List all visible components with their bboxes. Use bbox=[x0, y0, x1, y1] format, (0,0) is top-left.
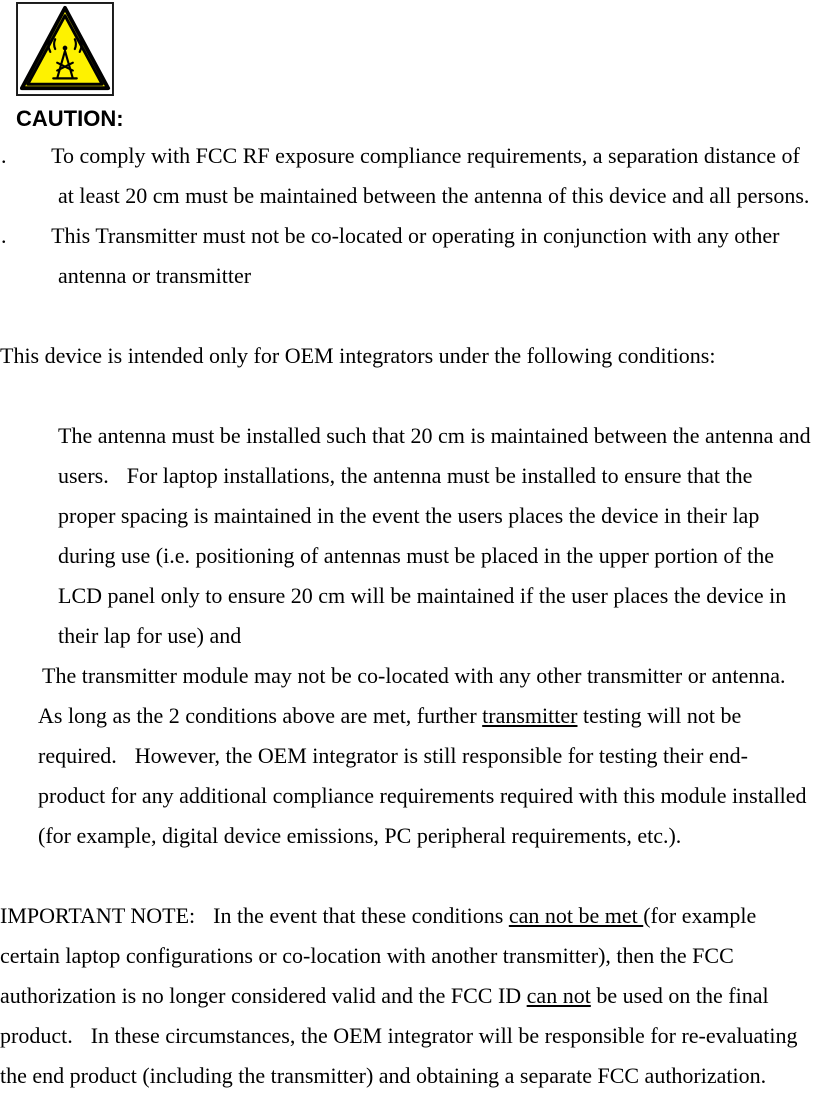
caution-item-1: 1. To comply with FCC RF exposure compli… bbox=[12, 136, 818, 216]
caution-item-text: To comply with FCC RF exposure complianc… bbox=[51, 143, 809, 208]
important-note: IMPORTANT NOTE: In the event that these c… bbox=[0, 896, 818, 1096]
caution-item-text: This Transmitter must not be co-located … bbox=[51, 223, 779, 288]
document-page: CAUTION: 1. To comply with FCC RF exposu… bbox=[0, 2, 820, 1116]
important-text: In the event that these conditions bbox=[213, 903, 509, 928]
important-text: In these circumstances, the OEM integrat… bbox=[0, 1023, 798, 1088]
followup-text: However, the OEM integrator is still res… bbox=[38, 743, 807, 848]
caution-item-2: 2. This Transmitter must not be co-locat… bbox=[12, 216, 818, 296]
conditions-followup: As long as the 2 conditions above are me… bbox=[0, 696, 814, 856]
underlined-term-transmitter: transmitter bbox=[482, 703, 577, 728]
list-marker: 2. bbox=[24, 216, 46, 256]
conditions-list: 1)The antenna must be installed such tha… bbox=[0, 416, 818, 856]
list-marker: 1) bbox=[16, 416, 40, 456]
condition-item-1: 1)The antenna must be installed such tha… bbox=[8, 416, 814, 656]
underlined-cannot-be-met: can not be met bbox=[509, 903, 643, 928]
caution-list: 1. To comply with FCC RF exposure compli… bbox=[0, 136, 818, 296]
important-lead: IMPORTANT NOTE: bbox=[0, 903, 195, 928]
rf-warning-icon bbox=[16, 2, 114, 96]
list-marker: 2) bbox=[0, 656, 24, 696]
underlined-can-not: can not bbox=[527, 983, 591, 1008]
list-marker: 1. bbox=[24, 136, 46, 176]
condition-item-2: 2) The transmitter module may not be co-l… bbox=[0, 656, 814, 696]
intro-paragraph: This device is intended only for OEM int… bbox=[0, 336, 818, 376]
condition-text-cont: For laptop installations, the antenna mu… bbox=[58, 463, 786, 648]
condition-text: The transmitter module may not be co-loc… bbox=[42, 663, 785, 688]
followup-text: As long as the 2 conditions above are me… bbox=[38, 703, 482, 728]
caution-heading: CAUTION: bbox=[16, 106, 818, 132]
